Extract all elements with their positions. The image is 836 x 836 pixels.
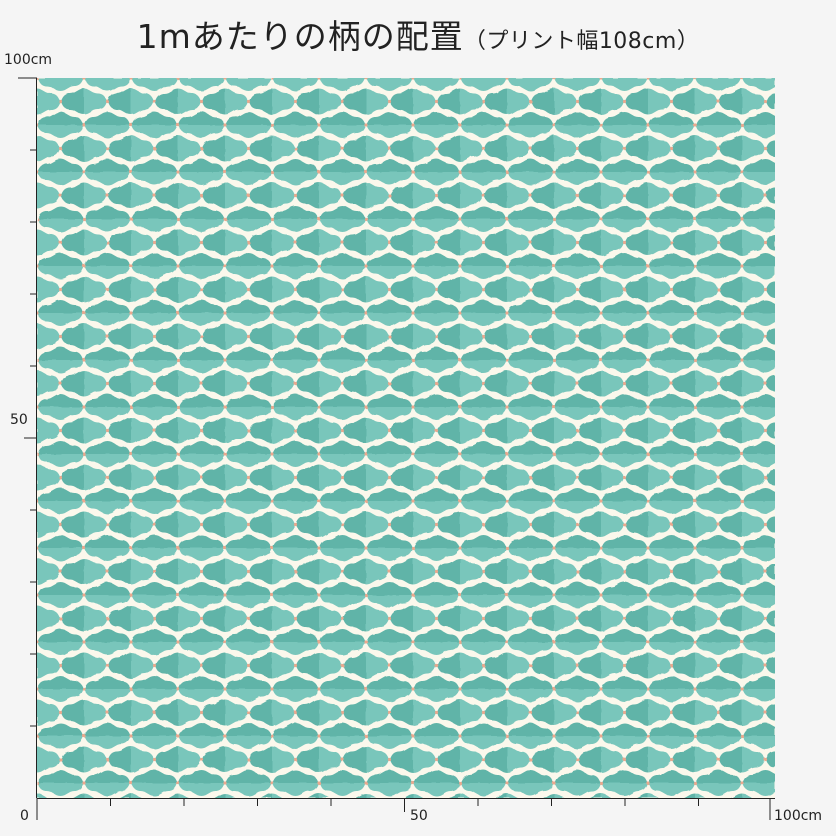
title-main: 1mあたりの柄の配置 xyxy=(136,17,464,56)
x-axis-label-end: 100cm xyxy=(774,808,823,824)
x-axis-ruler xyxy=(36,798,775,820)
fabric-pattern-svg xyxy=(37,78,775,798)
title-sub: （プリント幅108cm） xyxy=(463,29,700,54)
y-axis-label-mid: 50 xyxy=(10,412,28,428)
x-axis-label-mid: 50 xyxy=(410,808,428,824)
x-axis-label-start: 0 xyxy=(20,808,29,824)
fabric-pattern-area xyxy=(37,78,775,798)
y-axis-label-top: 100cm xyxy=(4,52,53,68)
page-title: 1mあたりの柄の配置（プリント幅108cm） xyxy=(0,10,836,58)
y-axis-ruler xyxy=(18,77,37,798)
